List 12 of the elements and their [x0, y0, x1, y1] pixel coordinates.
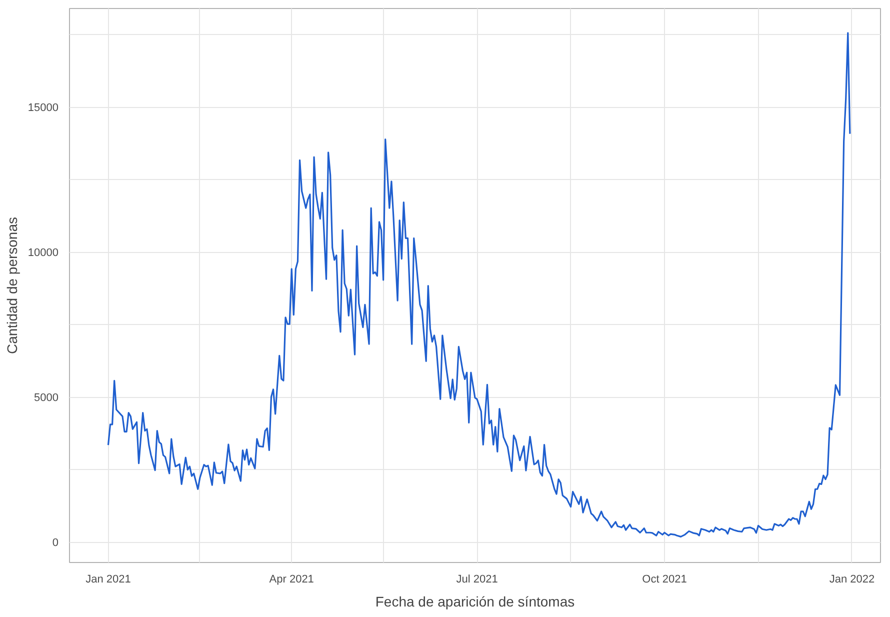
y-tick-label: 10000 [28, 247, 59, 260]
y-tick-label: 0 [52, 537, 59, 550]
x-tick-label: Jan 2022 [829, 574, 875, 586]
y-tick-label: 5000 [34, 392, 59, 404]
x-tick-label: Jul 2021 [456, 574, 498, 586]
x-axis-title: Fecha de aparición de síntomas [375, 594, 575, 610]
y-axis-title: Cantidad de personas [4, 216, 20, 354]
x-tick-label: Jan 2021 [86, 574, 131, 586]
x-tick-label: Oct 2021 [642, 574, 687, 586]
line-series [107, 32, 851, 538]
y-tick-label: 15000 [28, 102, 59, 114]
x-tick-label: Apr 2021 [269, 574, 314, 586]
